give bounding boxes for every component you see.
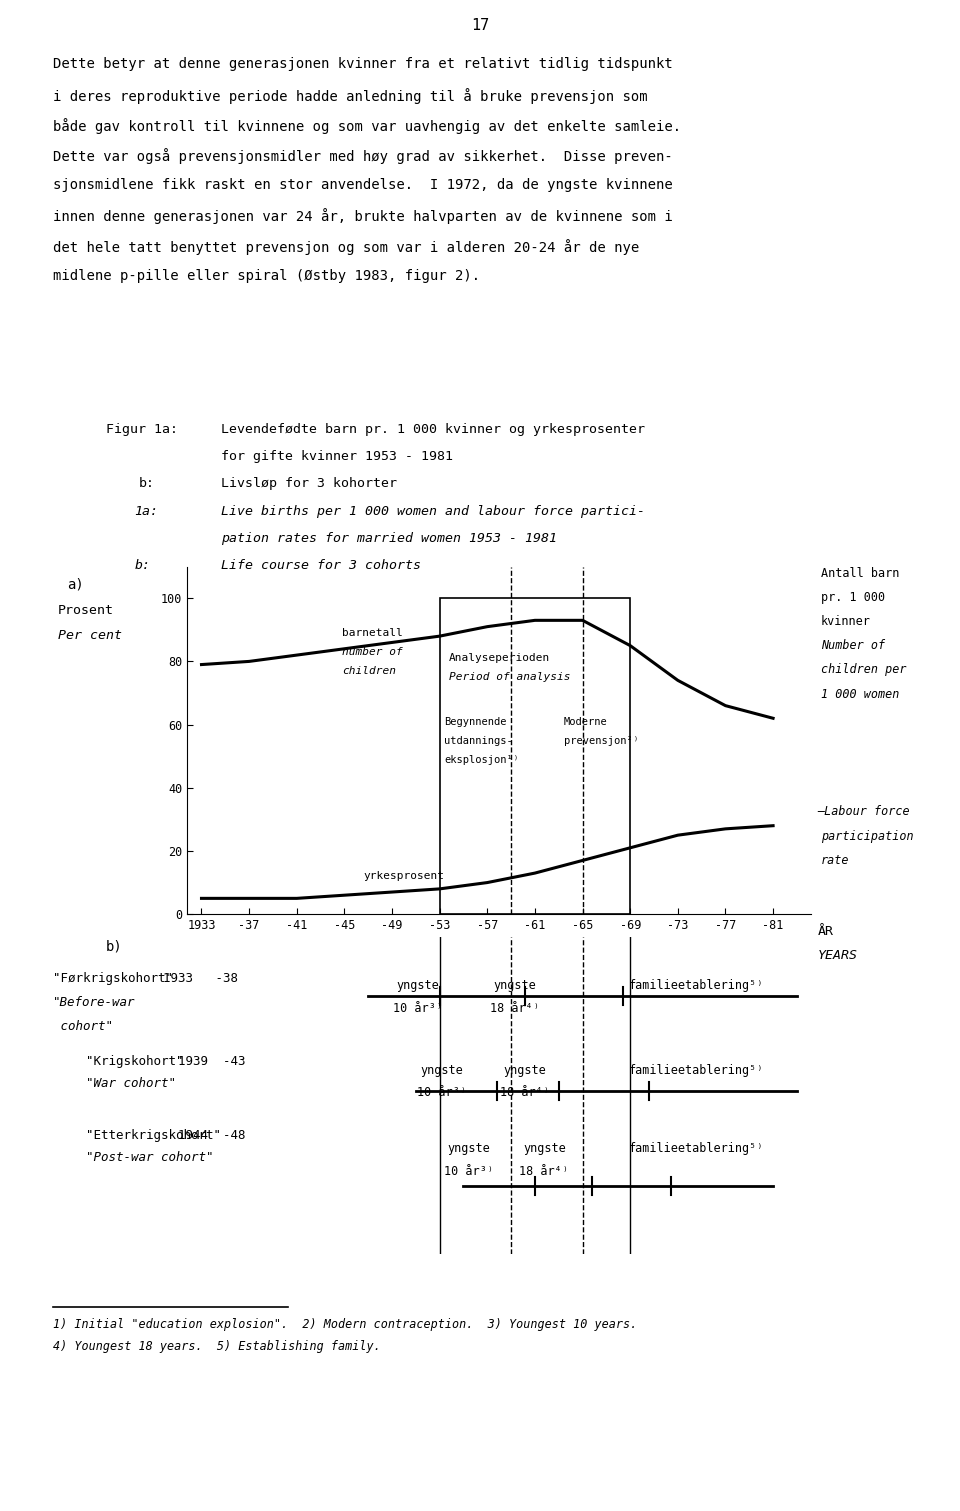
Text: Number of: Number of xyxy=(821,639,885,653)
Text: 10 år³⁾: 10 år³⁾ xyxy=(417,1086,467,1100)
Text: rate: rate xyxy=(821,854,850,867)
Text: 1939  -43: 1939 -43 xyxy=(178,1055,245,1068)
Text: kvinner: kvinner xyxy=(821,615,871,629)
Text: participation: participation xyxy=(821,830,913,843)
Text: familieetablering⁵⁾: familieetablering⁵⁾ xyxy=(629,979,764,993)
Text: Livsløp for 3 kohorter: Livsløp for 3 kohorter xyxy=(221,477,396,491)
Text: "Krigskohort": "Krigskohort" xyxy=(86,1055,184,1068)
Text: yrkesprosent: yrkesprosent xyxy=(364,872,444,881)
Text: number of: number of xyxy=(342,647,403,657)
Text: 18 år⁴⁾: 18 år⁴⁾ xyxy=(519,1165,569,1179)
Text: Prosent: Prosent xyxy=(58,604,113,618)
Text: Life course for 3 cohorts: Life course for 3 cohorts xyxy=(221,559,420,573)
Text: 1a:: 1a: xyxy=(134,505,158,518)
Text: prevensjon²⁾: prevensjon²⁾ xyxy=(564,736,638,745)
Text: yngste: yngste xyxy=(396,979,439,993)
Text: 18 år⁴⁾: 18 år⁴⁾ xyxy=(500,1086,550,1100)
Text: 1933   -38: 1933 -38 xyxy=(163,972,238,985)
Text: "Førkrigskohort": "Førkrigskohort" xyxy=(53,972,173,985)
Text: Moderne: Moderne xyxy=(564,716,608,727)
Text: 1 000 women: 1 000 women xyxy=(821,688,900,701)
Text: yngste: yngste xyxy=(523,1142,565,1156)
Text: utdannings-: utdannings- xyxy=(444,736,514,745)
Text: "Before-war: "Before-war xyxy=(53,996,135,1009)
Text: 1) Initial "education explosion".  2) Modern contraception.  3) Youngest 10 year: 1) Initial "education explosion". 2) Mod… xyxy=(53,1318,637,1331)
Text: Levendefødte barn pr. 1 000 kvinner og yrkesprosenter: Levendefødte barn pr. 1 000 kvinner og y… xyxy=(221,423,645,437)
Text: cohort": cohort" xyxy=(53,1020,113,1034)
Text: Begynnende: Begynnende xyxy=(444,716,507,727)
Text: 4) Youngest 18 years.  5) Establishing family.: 4) Youngest 18 years. 5) Establishing fa… xyxy=(53,1340,380,1354)
Text: 18 år⁴⁾: 18 år⁴⁾ xyxy=(490,1002,540,1015)
Text: —Labour force: —Labour force xyxy=(817,805,909,819)
Text: Dette betyr at denne generasjonen kvinner fra et relativt tidlig tidspunkt: Dette betyr at denne generasjonen kvinne… xyxy=(53,57,673,71)
Text: Live births per 1 000 women and labour force partici-: Live births per 1 000 women and labour f… xyxy=(221,505,645,518)
Text: b): b) xyxy=(106,940,122,953)
Text: pation rates for married women 1953 - 1981: pation rates for married women 1953 - 19… xyxy=(221,532,557,545)
Text: 1944  -48: 1944 -48 xyxy=(178,1129,245,1142)
Text: sjonsmidlene fikk raskt en stor anvendelse.  I 1972, da de yngste kvinnene: sjonsmidlene fikk raskt en stor anvendel… xyxy=(53,178,673,192)
Text: familieetablering⁵⁾: familieetablering⁵⁾ xyxy=(629,1142,764,1156)
Text: Dette var også prevensjonsmidler med høy grad av sikkerhet.  Disse preven-: Dette var også prevensjonsmidler med høy… xyxy=(53,148,673,165)
Text: Analyseperioden: Analyseperioden xyxy=(449,653,550,663)
Text: children per: children per xyxy=(821,663,906,677)
Text: a): a) xyxy=(67,577,84,591)
Text: Antall barn: Antall barn xyxy=(821,567,900,580)
Text: pr. 1 000: pr. 1 000 xyxy=(821,591,885,604)
Text: innen denne generasjonen var 24 år, brukte halvparten av de kvinnene som i: innen denne generasjonen var 24 år, bruk… xyxy=(53,209,673,225)
Text: "Etterkrigskohort": "Etterkrigskohort" xyxy=(86,1129,222,1142)
Text: yngste: yngste xyxy=(447,1142,490,1156)
Text: eksplosjon¹⁾: eksplosjon¹⁾ xyxy=(444,754,519,765)
Text: Per cent: Per cent xyxy=(58,629,122,642)
Bar xyxy=(440,598,630,914)
Text: yngste: yngste xyxy=(504,1064,546,1077)
Text: det hele tatt benyttet prevensjon og som var i alderen 20-24 år de nye: det hele tatt benyttet prevensjon og som… xyxy=(53,239,639,255)
Text: 10 år³⁾: 10 år³⁾ xyxy=(393,1002,443,1015)
Text: yngste: yngste xyxy=(493,979,536,993)
Text: "War cohort": "War cohort" xyxy=(86,1077,177,1091)
Text: både gav kontroll til kvinnene og som var uavhengig av det enkelte samleie.: både gav kontroll til kvinnene og som va… xyxy=(53,118,681,134)
Text: 17: 17 xyxy=(470,18,490,33)
Text: Figur 1a:: Figur 1a: xyxy=(106,423,178,437)
Text: for gifte kvinner 1953 - 1981: for gifte kvinner 1953 - 1981 xyxy=(221,450,453,464)
Text: ÅR: ÅR xyxy=(818,925,834,938)
Text: children: children xyxy=(342,666,396,675)
Text: Period of analysis: Period of analysis xyxy=(449,672,570,683)
Text: 10 år³⁾: 10 år³⁾ xyxy=(444,1165,493,1179)
Text: barnetall: barnetall xyxy=(342,629,403,638)
Text: midlene p-pille eller spiral (Østby 1983, figur 2).: midlene p-pille eller spiral (Østby 1983… xyxy=(53,269,480,283)
Text: "Post-war cohort": "Post-war cohort" xyxy=(86,1151,214,1165)
Text: b:: b: xyxy=(139,477,156,491)
Text: familieetablering⁵⁾: familieetablering⁵⁾ xyxy=(629,1064,764,1077)
Text: yngste: yngste xyxy=(420,1064,463,1077)
Text: b:: b: xyxy=(134,559,151,573)
Text: YEARS: YEARS xyxy=(818,949,858,963)
Text: i deres reproduktive periode hadde anledning til å bruke prevensjon som: i deres reproduktive periode hadde anled… xyxy=(53,88,647,104)
